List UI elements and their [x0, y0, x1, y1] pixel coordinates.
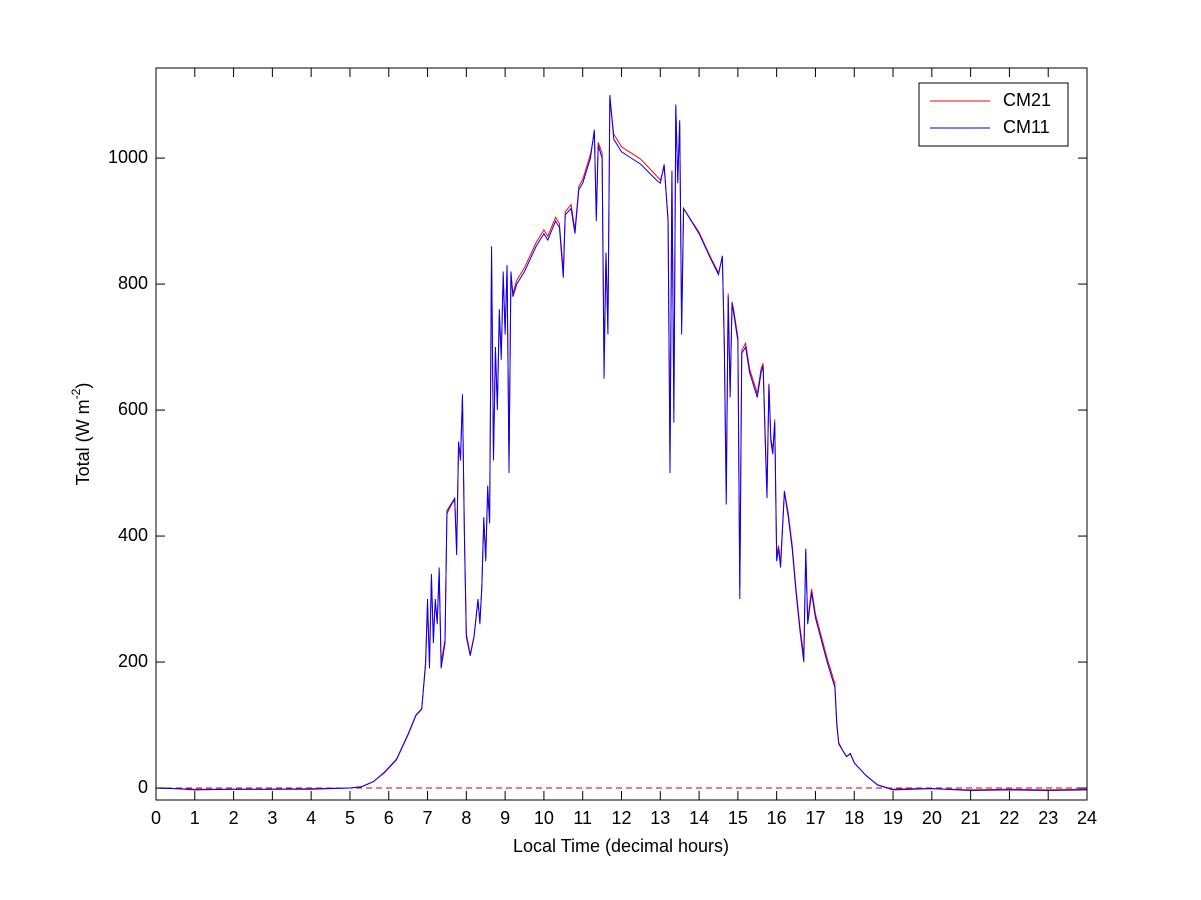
x-tick-label: 3	[267, 808, 277, 828]
y-tick-label: 400	[118, 525, 148, 545]
x-tick-label: 11	[573, 808, 592, 828]
x-tick-label: 10	[534, 808, 554, 828]
y-tick-label: 200	[118, 651, 148, 671]
y-axis-label-part: Total (W m	[73, 399, 93, 485]
y-tick-label: 600	[118, 399, 148, 419]
y-tick-label: 0	[138, 777, 148, 797]
legend-label: CM11	[1003, 117, 1050, 137]
y-tick-label: 800	[118, 273, 148, 293]
x-tick-label: 23	[1038, 808, 1058, 828]
x-tick-label: 13	[650, 808, 670, 828]
legend-label: CM21	[1003, 90, 1051, 110]
x-tick-label: 8	[461, 808, 471, 828]
x-tick-label: 21	[961, 808, 981, 828]
x-tick-label: 19	[883, 808, 903, 828]
x-tick-label: 1	[190, 808, 200, 828]
x-tick-label: 0	[151, 808, 161, 828]
x-axis-label: Local Time (decimal hours)	[513, 836, 729, 856]
legend-box	[918, 82, 1069, 147]
y-tick-label: 1000	[108, 147, 148, 167]
y-axis-label-part: )	[73, 383, 93, 389]
y-axis-label-part: -2	[69, 388, 83, 399]
x-tick-label: 20	[922, 808, 942, 828]
x-tick-label: 12	[611, 808, 631, 828]
x-tick-label: 17	[805, 808, 825, 828]
x-tick-label: 18	[844, 808, 864, 828]
x-tick-label: 5	[345, 808, 355, 828]
x-tick-label: 16	[767, 808, 787, 828]
y-axis-label: Total (W m-2)	[69, 383, 93, 486]
x-tick-label: 14	[689, 808, 709, 828]
x-tick-label: 15	[728, 808, 748, 828]
x-tick-label: 2	[229, 808, 239, 828]
x-tick-label: 4	[306, 808, 316, 828]
x-tick-label: 9	[500, 808, 510, 828]
x-tick-label: 24	[1077, 808, 1097, 828]
x-tick-label: 7	[423, 808, 433, 828]
series-line	[155, 95, 1088, 792]
x-tick-label: 6	[384, 808, 394, 828]
x-tick-label: 22	[999, 808, 1019, 828]
